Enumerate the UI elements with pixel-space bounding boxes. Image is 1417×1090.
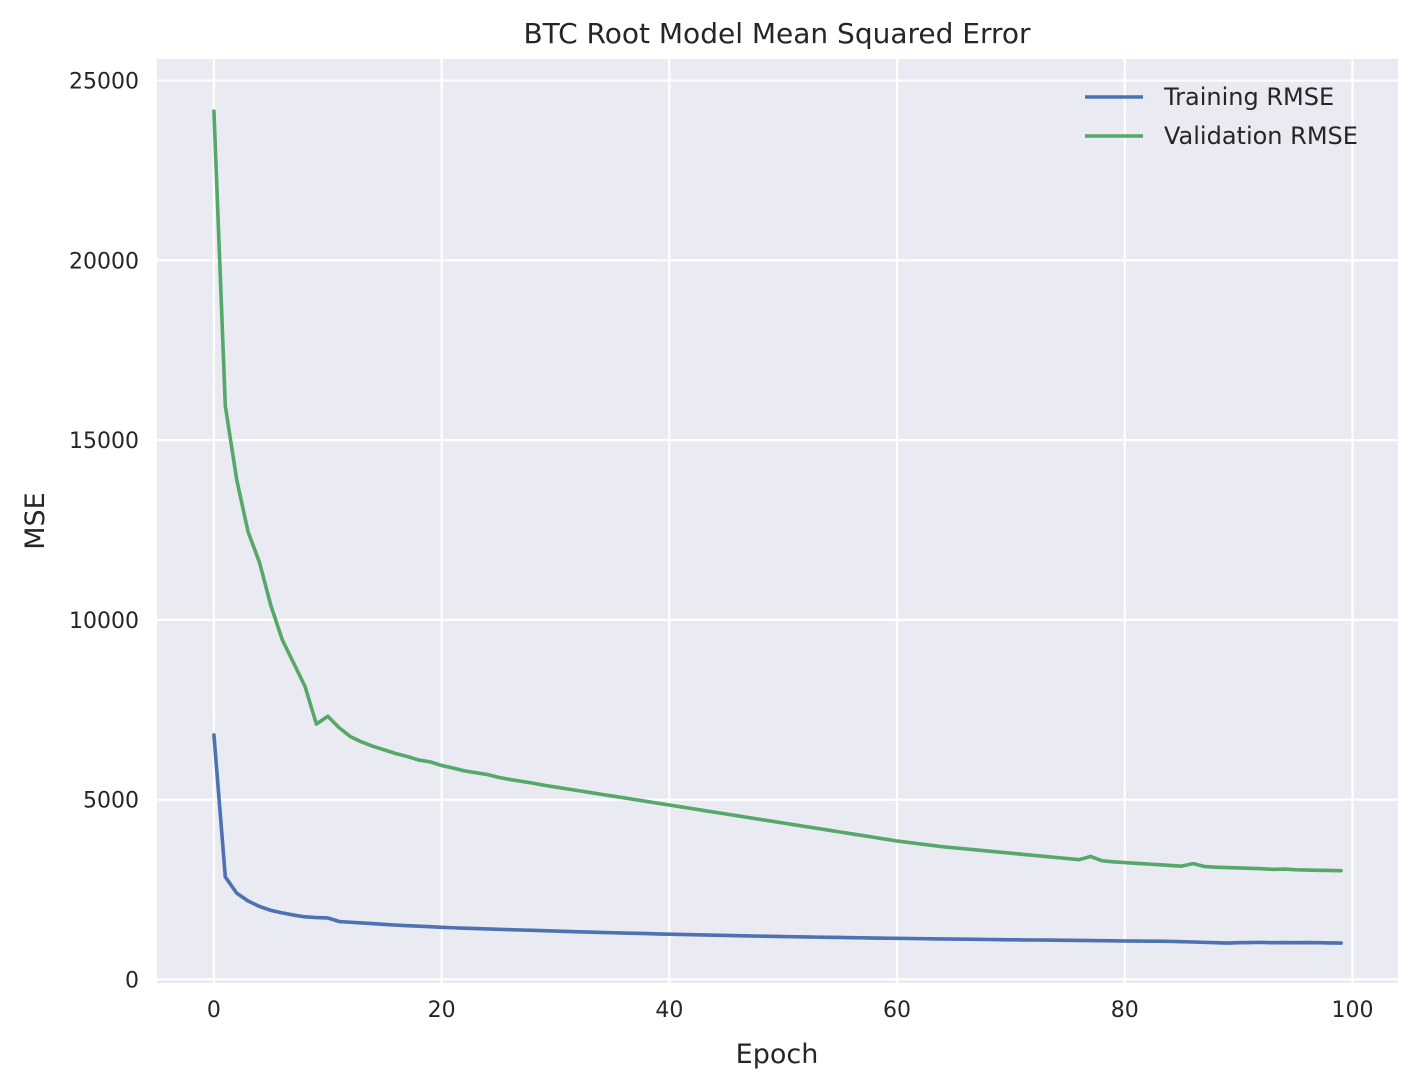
legend: Training RMSE Validation RMSE [1085,83,1358,150]
chart-title: BTC Root Model Mean Squared Error [523,17,1031,50]
x-axis-label: Epoch [736,1039,819,1070]
x-tick-labels: 0 20 40 60 80 100 [207,998,1374,1023]
series-line-training-rmse [212,733,1343,945]
x-tick-label: 100 [1331,998,1373,1023]
x-gridlines [212,59,1354,983]
y-gridlines [157,79,1398,981]
legend-label-validation: Validation RMSE [1164,122,1358,150]
y-tick-label: 5000 [83,789,139,814]
y-tick-label: 0 [125,968,139,993]
y-tick-label: 10000 [69,609,139,634]
x-tick-label: 0 [207,998,221,1023]
x-tick-label: 20 [428,998,456,1023]
y-tick-label: 15000 [69,429,139,454]
plot-background [157,59,1398,983]
y-tick-labels: 0 5000 10000 15000 20000 25000 [69,70,139,994]
x-tick-label: 80 [1111,998,1139,1023]
y-tick-label: 25000 [69,70,139,95]
series-line-validation-rmse [212,109,1343,873]
legend-label-training: Training RMSE [1163,83,1334,111]
y-axis-label: MSE [20,492,51,550]
x-tick-label: 60 [883,998,911,1023]
series-lines [212,109,1343,945]
x-tick-label: 40 [655,998,683,1023]
y-tick-label: 20000 [69,249,139,274]
